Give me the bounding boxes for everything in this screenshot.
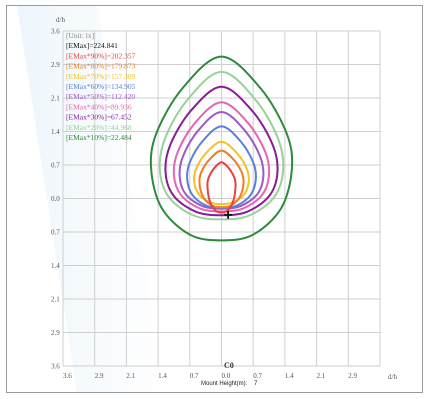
legend-entry-60pct: [EMax*60%]=134.905 [66, 82, 136, 91]
x-tick-label: 1.4 [285, 372, 294, 380]
contour-30pct [164, 85, 279, 217]
x-axis-label: d/h [388, 373, 397, 381]
y-tick-label: 2.1 [51, 296, 60, 304]
y-tick-label: 0.7 [51, 229, 60, 237]
legend-entry-40pct: [EMax*40%]=89.936 [66, 102, 132, 111]
legend-entry-90pct: [EMax*90%]=202.357 [66, 51, 136, 60]
y-tick-label: 0.7 [51, 162, 60, 170]
mount-height-label: Mount Height(m): [201, 381, 248, 387]
x-tick-label: 2.9 [348, 372, 357, 380]
x-tick-label: 0.0 [222, 372, 231, 380]
legend-entry-70pct: [EMax*70%]=157.389 [66, 72, 136, 81]
legend-entry-50pct: [EMax*50%]=112.420 [66, 92, 135, 101]
contour-20pct [158, 70, 285, 221]
y-tick-label: 2.9 [51, 61, 60, 69]
axis-ticks: 3.62.92.11.40.70.00.71.42.12.93.63.6 2.9 2… [51, 28, 358, 381]
y-tick-label: 0.0 [51, 195, 60, 203]
contour-10pct [149, 55, 294, 242]
y-tick-label: 1.4 [51, 128, 60, 136]
legend-entry-20pct: [EMax*20%]=44.968 [66, 123, 132, 132]
x-tick-label: 2.9 [95, 372, 104, 380]
x-tick-label: 3.6 [63, 372, 72, 380]
contour-70pct [193, 140, 250, 206]
legend-entry-80pct: [EMax*80%]=179.873 [66, 62, 136, 71]
contour-90pct [206, 161, 237, 214]
legend-entry-30pct: [EMax*30%]=67.452 [66, 113, 132, 122]
y-axis-label: d/h [56, 16, 65, 24]
mount-height-value: 7 [254, 381, 258, 387]
contour-series [149, 55, 294, 242]
legend-entry-10pct: [EMax*10%]=22.484 [66, 133, 132, 142]
y-tick-label: 2.1 [51, 95, 60, 103]
plane-label: C0 [224, 361, 234, 370]
x-tick-label: 2.1 [126, 372, 135, 380]
y-tick-label: 3.6 [51, 363, 60, 371]
x-tick-label: 2.1 [317, 372, 326, 380]
contour-80pct [198, 149, 245, 209]
luminaire-marker [224, 210, 233, 219]
y-tick-label: 3.6 [51, 28, 60, 36]
x-tick-label: 1.4 [158, 372, 167, 380]
y-tick-label: 2.9 [51, 329, 60, 337]
legend: [Unit: lx][EMax]=224.841[EMax*90%]=202.3… [66, 31, 136, 142]
legend-unit: [Unit: lx] [66, 31, 94, 40]
x-tick-label: 0.7 [190, 372, 199, 380]
x-tick-label: 0.7 [253, 372, 262, 380]
grid [62, 30, 381, 367]
legend-emax: [EMax]=224.841 [66, 41, 118, 50]
y-tick-label: 1.4 [51, 262, 60, 270]
